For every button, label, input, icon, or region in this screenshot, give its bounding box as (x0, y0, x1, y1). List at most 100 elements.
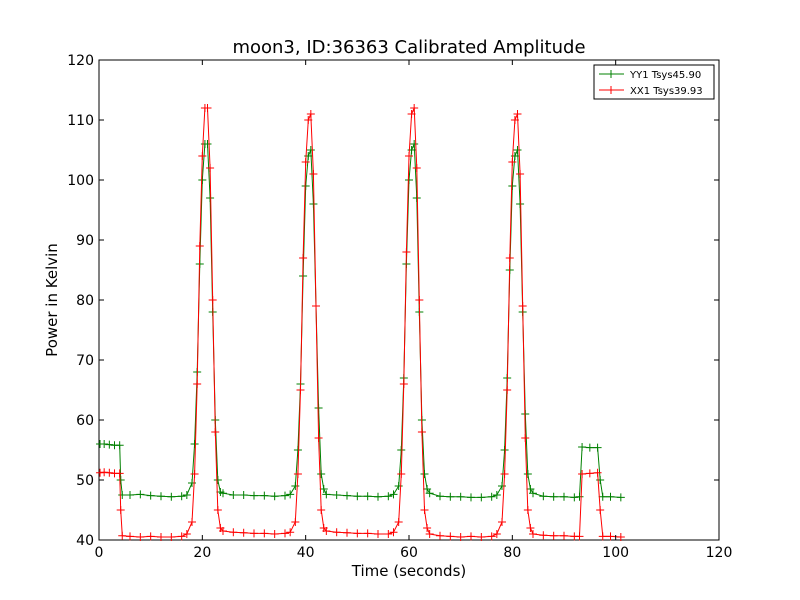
data-point (505, 254, 514, 262)
data-point (374, 530, 382, 538)
data-point (549, 492, 558, 501)
data-point (412, 164, 421, 172)
data-point (195, 242, 204, 250)
data-point (363, 529, 372, 538)
data-point (513, 110, 522, 118)
data-point (146, 491, 155, 500)
data-point (529, 489, 537, 498)
data-point (270, 530, 279, 538)
data-point (309, 170, 318, 178)
data-point (319, 485, 328, 493)
data-point (314, 434, 323, 442)
data-point (539, 492, 548, 501)
y-tick-label: 60 (76, 413, 94, 429)
axes-frame (98, 59, 720, 541)
data-point (446, 492, 455, 501)
data-point (402, 248, 411, 256)
data-point (126, 491, 134, 499)
chart-title: moon3, ID:36363 Calibrated Amplitude (232, 37, 585, 58)
data-point (118, 531, 127, 540)
legend-marker (607, 86, 615, 94)
data-point (250, 491, 258, 500)
data-point (593, 468, 602, 477)
data-point (523, 470, 532, 478)
data-point (516, 170, 525, 178)
data-point (193, 380, 202, 388)
data-point (260, 529, 269, 538)
y-tick-label: 80 (76, 293, 94, 309)
data-point (203, 104, 212, 112)
data-point (317, 506, 326, 514)
data-point (332, 491, 341, 499)
data-point (425, 489, 434, 498)
data-point (363, 492, 372, 501)
data-point (286, 528, 295, 537)
data-point (596, 476, 605, 484)
data-point (384, 530, 393, 538)
data-point (299, 254, 308, 262)
data-point (343, 528, 351, 537)
y-tick-label: 40 (76, 533, 94, 549)
data-point (423, 485, 432, 493)
y-tick-label: 120 (67, 53, 94, 69)
data-point (598, 532, 607, 541)
data-point (529, 530, 537, 538)
data-point (417, 428, 426, 436)
data-point (198, 176, 207, 184)
data-point (397, 446, 406, 454)
data-point (415, 296, 424, 304)
x-tick-label: 40 (297, 545, 315, 561)
data-point (136, 533, 145, 541)
data-point (296, 386, 305, 394)
data-point (100, 440, 109, 448)
data-point (206, 194, 215, 202)
data-point (606, 492, 615, 501)
legend-label: YY1 Tsys45.90 (629, 70, 701, 81)
data-point (304, 116, 313, 124)
plot-area: 0 20 40 60 80 100 120 40 50 60 70 80 90 100 110 120 (67, 53, 732, 561)
data-point (115, 441, 124, 450)
data-point (423, 524, 432, 532)
data-point (317, 470, 326, 478)
data-point (578, 443, 587, 451)
data-point (343, 491, 351, 500)
data-point (516, 200, 525, 208)
data-point (105, 440, 114, 449)
legend-entries: YY1 Tsys45.90 XX1 Tsys39.93 (599, 70, 703, 97)
data-point (203, 140, 212, 148)
data-point (526, 524, 535, 532)
data-point (182, 530, 191, 538)
x-tick-label: 0 (95, 545, 104, 561)
data-point (293, 470, 302, 478)
data-point (301, 182, 310, 190)
data-point (146, 532, 155, 541)
data-point (487, 492, 496, 501)
data-point (456, 492, 465, 501)
data-point (389, 490, 398, 499)
data-point (198, 152, 207, 160)
data-point (425, 530, 434, 538)
series-layer (96, 104, 625, 541)
data-point (239, 491, 248, 499)
data-point (281, 529, 289, 538)
y-tick-label: 100 (67, 173, 94, 189)
data-point (498, 482, 506, 490)
x-tick-label: 20 (193, 545, 211, 561)
data-point (477, 493, 486, 502)
data-point (616, 493, 625, 502)
data-point (420, 470, 429, 478)
data-point (118, 491, 127, 499)
data-point (293, 446, 302, 454)
data-point (560, 492, 568, 501)
y-tick-label: 50 (76, 473, 94, 489)
data-point (291, 482, 300, 490)
data-point (518, 302, 527, 310)
data-point (309, 200, 318, 208)
data-point (301, 158, 310, 166)
data-point (410, 104, 419, 112)
data-point (467, 493, 475, 502)
data-point (211, 428, 220, 436)
data-point (332, 528, 341, 537)
data-point (239, 528, 248, 537)
